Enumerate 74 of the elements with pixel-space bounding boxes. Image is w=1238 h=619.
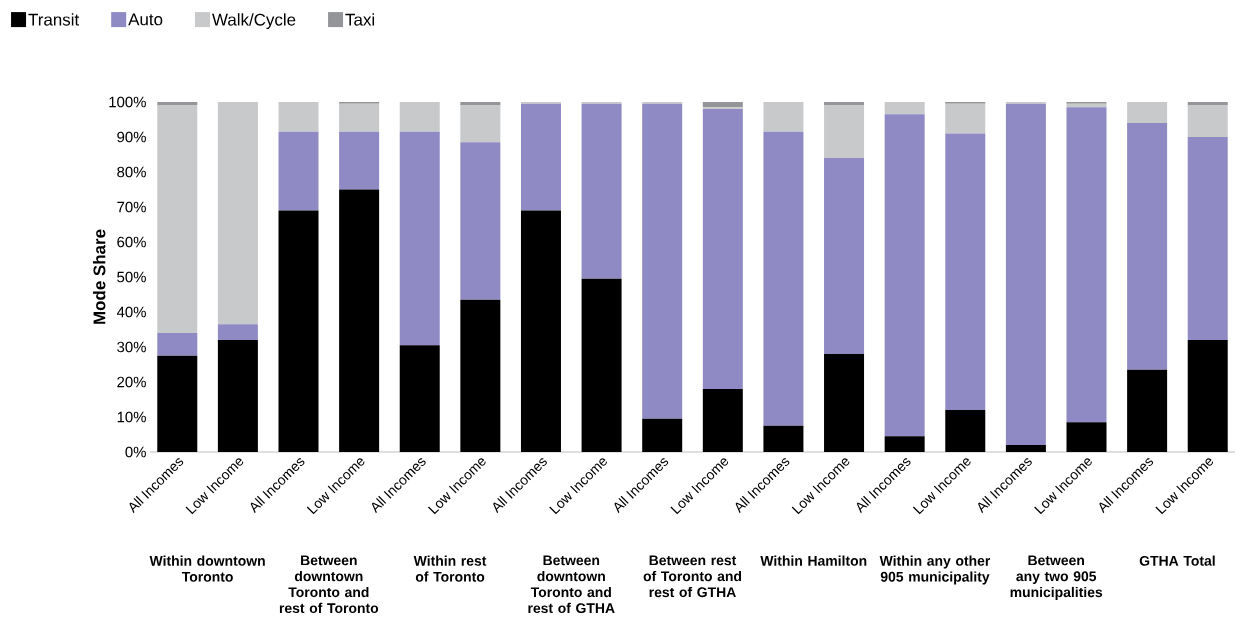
- bar: [945, 133, 986, 410]
- bar: [157, 355, 198, 452]
- bar: [642, 103, 683, 419]
- bar: [339, 189, 380, 452]
- bar: [520, 103, 561, 211]
- bar: [217, 340, 258, 452]
- bar: [884, 114, 925, 437]
- y-tick-label: 30%: [117, 341, 146, 353]
- bar: [1127, 102, 1168, 123]
- bar: [157, 333, 198, 356]
- bar: [763, 131, 804, 426]
- bar: [1005, 103, 1046, 445]
- legend-label: Transit: [28, 13, 80, 26]
- bar: [1066, 422, 1107, 452]
- y-tick-label: 90%: [117, 131, 146, 143]
- text: Between rest of Toronto and rest of GTHA: [643, 555, 742, 598]
- y-tick-label: 40%: [116, 306, 146, 318]
- bar: [460, 105, 501, 143]
- bar: [278, 210, 319, 452]
- bar: [702, 109, 743, 389]
- bar: [460, 142, 501, 300]
- text: Between any two 905 municipalities: [1010, 555, 1103, 600]
- legend-label: Auto: [128, 13, 163, 26]
- bar: [824, 105, 865, 158]
- bar: [217, 324, 258, 340]
- bar: [1187, 105, 1228, 137]
- text: Within downtown Toronto: [149, 555, 265, 582]
- bar: [1127, 123, 1168, 370]
- bar: [460, 299, 501, 452]
- bar: [945, 410, 986, 452]
- y-tick-label: 20%: [117, 376, 146, 388]
- bar: [702, 389, 743, 452]
- bar: [581, 103, 622, 279]
- bar: [339, 103, 380, 132]
- bar: [339, 131, 380, 190]
- y-tick-label: 100%: [109, 96, 146, 108]
- bar: [581, 278, 622, 452]
- text: Within any other 905 municipality: [879, 555, 991, 585]
- bar: [884, 436, 925, 452]
- text: GTHA Total: [1139, 555, 1215, 566]
- bar: [217, 102, 258, 325]
- bar: [702, 102, 743, 108]
- y-tick-label: 60%: [117, 236, 146, 248]
- bar: [157, 105, 198, 333]
- bar: [399, 102, 440, 132]
- bar: [399, 345, 440, 452]
- bar: [763, 425, 804, 452]
- bar: [1066, 107, 1107, 423]
- text: Within Hamilton: [760, 555, 867, 566]
- bar: [945, 103, 986, 134]
- bar: [278, 131, 319, 211]
- y-tick-label: 10%: [117, 411, 146, 423]
- text: Within rest of Toronto: [413, 555, 487, 582]
- bar: [642, 418, 683, 452]
- legend-label: Taxi: [345, 13, 375, 26]
- y-tick-label: 80%: [117, 166, 146, 178]
- bar: [824, 354, 865, 452]
- bar: [399, 131, 440, 346]
- bar: [278, 102, 319, 132]
- bar: [520, 210, 561, 452]
- bar: [1127, 369, 1168, 452]
- bar: [1187, 137, 1228, 340]
- text: Between downtown Toronto and rest of Toronto: [279, 555, 379, 614]
- y-tick-label: 70%: [117, 201, 146, 213]
- bar: [884, 102, 925, 115]
- legend-label: Walk/Cycle: [212, 13, 296, 29]
- text: Between downtown Toronto and rest of GTHA: [528, 555, 615, 614]
- bar: [763, 102, 804, 132]
- y-tick-label: 0%: [125, 446, 146, 458]
- y-axis-title: Mode Share: [92, 229, 106, 324]
- bar: [824, 158, 865, 354]
- bar: [1005, 445, 1046, 452]
- bar: [1187, 340, 1228, 452]
- y-tick-label: 50%: [117, 271, 146, 283]
